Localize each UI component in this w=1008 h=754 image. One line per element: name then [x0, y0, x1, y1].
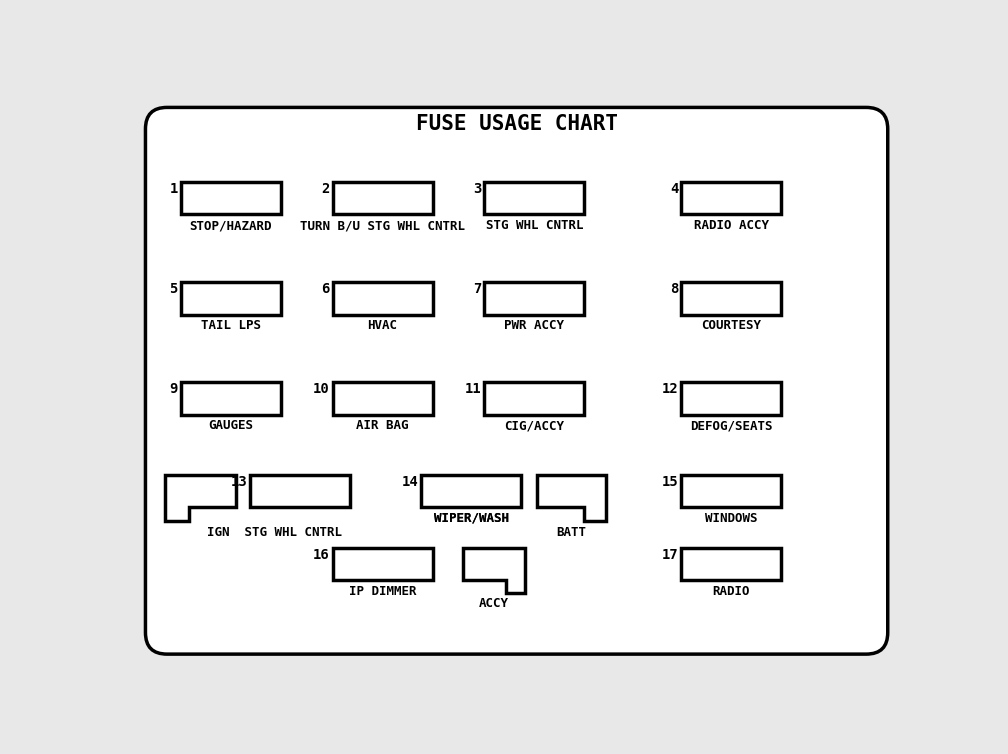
Bar	[180, 182, 281, 214]
Text: 12: 12	[661, 382, 678, 397]
FancyBboxPatch shape	[145, 107, 888, 654]
Text: 8: 8	[670, 282, 678, 296]
Bar	[484, 382, 585, 415]
Text: FUSE USAGE CHART: FUSE USAGE CHART	[415, 115, 618, 134]
Text: COURTESY: COURTESY	[702, 319, 761, 333]
Bar	[250, 475, 351, 507]
Polygon shape	[165, 475, 236, 521]
Bar	[333, 548, 432, 580]
Text: IGN  STG WHL CNTRL: IGN STG WHL CNTRL	[207, 526, 342, 538]
Polygon shape	[464, 548, 525, 593]
Text: WIPER/WASH: WIPER/WASH	[433, 512, 509, 525]
Text: 15: 15	[661, 475, 678, 489]
Polygon shape	[536, 475, 606, 521]
Bar	[681, 182, 781, 214]
Text: 1: 1	[169, 182, 177, 196]
Bar	[681, 475, 781, 507]
Text: WINDOWS: WINDOWS	[706, 512, 758, 525]
Text: 17: 17	[661, 548, 678, 562]
Text: 16: 16	[312, 548, 330, 562]
Text: 14: 14	[401, 475, 418, 489]
Bar	[333, 182, 432, 214]
Text: 11: 11	[465, 382, 481, 397]
Text: DEFOG/SEATS: DEFOG/SEATS	[690, 419, 773, 432]
Bar	[421, 475, 521, 507]
Text: CIG/ACCY: CIG/ACCY	[504, 419, 564, 432]
Text: AIR BAG: AIR BAG	[357, 419, 409, 432]
Text: 5: 5	[169, 282, 177, 296]
Text: 13: 13	[231, 475, 247, 489]
Bar	[484, 182, 585, 214]
Text: TAIL LPS: TAIL LPS	[201, 319, 261, 333]
Bar	[484, 282, 585, 314]
Text: WIPER/WASH: WIPER/WASH	[433, 512, 509, 525]
Text: GAUGES: GAUGES	[209, 419, 253, 432]
Text: IP DIMMER: IP DIMMER	[349, 585, 416, 598]
Text: HVAC: HVAC	[368, 319, 397, 333]
Text: 2: 2	[322, 182, 330, 196]
Text: ACCY: ACCY	[479, 597, 509, 610]
Bar	[333, 282, 432, 314]
Text: TURN B/U STG WHL CNTRL: TURN B/U STG WHL CNTRL	[300, 219, 465, 232]
Text: RADIO ACCY: RADIO ACCY	[694, 219, 769, 232]
Bar	[681, 382, 781, 415]
Text: 10: 10	[312, 382, 330, 397]
Text: 7: 7	[473, 282, 481, 296]
Text: 4: 4	[670, 182, 678, 196]
Text: 3: 3	[473, 182, 481, 196]
Text: 9: 9	[169, 382, 177, 397]
Bar	[333, 382, 432, 415]
Text: 6: 6	[322, 282, 330, 296]
Text: RADIO: RADIO	[713, 585, 750, 598]
Text: BATT: BATT	[556, 526, 587, 538]
Text: PWR ACCY: PWR ACCY	[504, 319, 564, 333]
Bar	[681, 548, 781, 580]
Bar	[180, 282, 281, 314]
Text: STG WHL CNTRL: STG WHL CNTRL	[486, 219, 583, 232]
Bar	[180, 382, 281, 415]
Bar	[681, 282, 781, 314]
Text: STOP/HAZARD: STOP/HAZARD	[190, 219, 272, 232]
